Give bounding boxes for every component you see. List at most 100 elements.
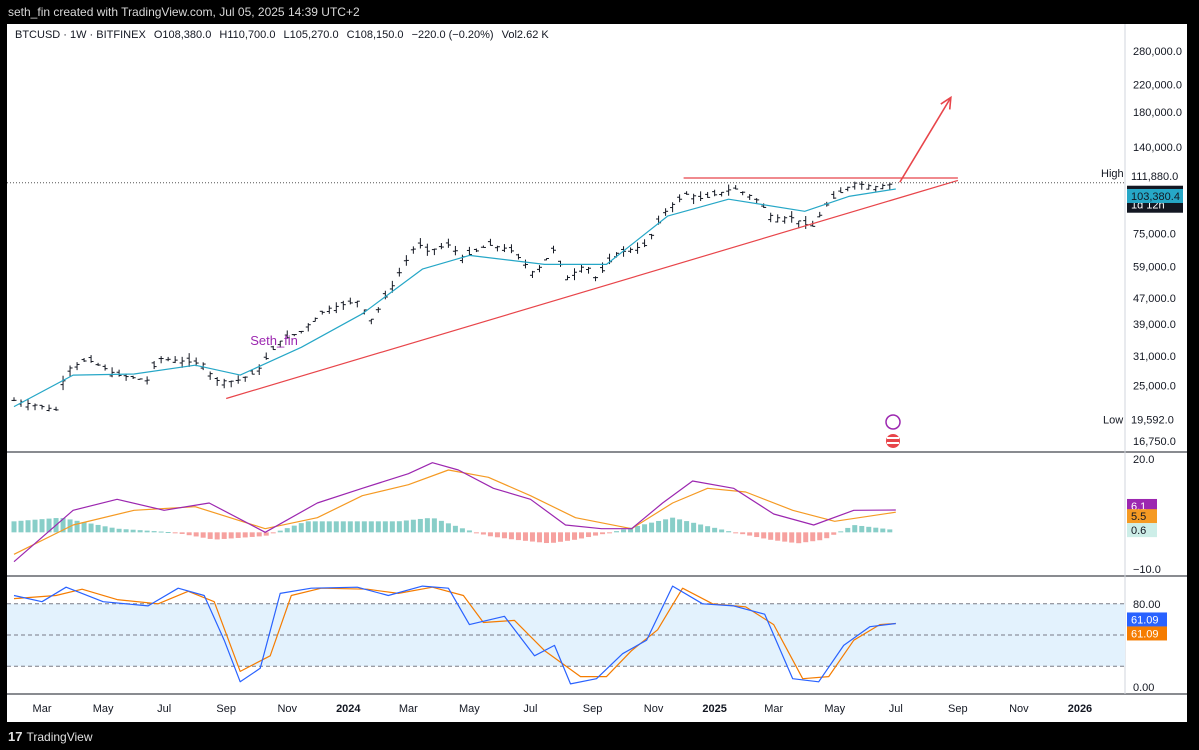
- ohlc-bar: [445, 238, 451, 248]
- ohlc-bar: [263, 352, 269, 360]
- ohlc-bar: [740, 191, 746, 196]
- ohlc-bar: [179, 356, 185, 368]
- macd-histogram-bar: [200, 532, 206, 538]
- ohlc-bar: [726, 184, 732, 196]
- macd-histogram-bar: [515, 532, 521, 541]
- macd-histogram-bar: [670, 517, 676, 533]
- ohlc-bar: [733, 185, 739, 190]
- ohlc-bar: [291, 334, 297, 337]
- price-tick-label: 25,000.0: [1133, 381, 1176, 393]
- macd-line: [13, 462, 896, 563]
- ohlc-bar: [628, 247, 634, 254]
- macd-histogram-bar: [698, 524, 704, 533]
- arrow-head: [940, 95, 952, 110]
- macd-histogram-bar: [214, 532, 220, 540]
- macd-histogram-bar: [74, 520, 80, 533]
- macd-histogram-bar: [817, 532, 823, 541]
- macd-histogram-bar: [754, 532, 760, 538]
- ohlc-bar: [151, 361, 157, 370]
- ohlc-bar: [235, 375, 241, 384]
- price-tick-label: 59,000.0: [1133, 262, 1176, 274]
- ohlc-bar: [859, 181, 865, 190]
- legend-open: O108,380.0: [153, 29, 212, 41]
- low-value-label: 19,592.0: [1131, 415, 1174, 427]
- ohlc-bar: [298, 330, 304, 334]
- macd-histogram-bar: [382, 521, 388, 533]
- macd-histogram-bar: [607, 532, 613, 534]
- ema-value-label-bg: [1127, 188, 1183, 203]
- price-tick-label: 39,000.0: [1133, 319, 1176, 331]
- macd-tick-label: 20.0: [1133, 454, 1154, 466]
- high-value-label: 111,880.0: [1131, 171, 1178, 183]
- flag-icon-stripe: [887, 437, 899, 439]
- macd-histogram-bar: [845, 527, 851, 533]
- ohlc-bar: [25, 398, 31, 411]
- macd-histogram-bar: [873, 527, 879, 533]
- macd-histogram-bar: [501, 532, 507, 539]
- macd-histogram-bar: [649, 522, 655, 533]
- ohlc-bar: [333, 302, 339, 314]
- macd-value-label: 0.6: [1131, 525, 1146, 537]
- macd-histogram-bar: [733, 532, 739, 534]
- arrow-shaft: [899, 97, 952, 183]
- macd-histogram-bar: [256, 532, 262, 537]
- footer-brand[interactable]: TradingView: [26, 730, 93, 744]
- ohlc-bar: [102, 364, 108, 371]
- ohlc-bar: [88, 355, 94, 363]
- ohlc-bar: [635, 242, 641, 254]
- macd-histogram-bar: [473, 532, 479, 534]
- ohlc-bar: [550, 245, 556, 254]
- ohlc-bar: [284, 330, 290, 339]
- chart-panel[interactable]: Seth_fin 280,000.0 220,000.0 180,000.0 140,0…: [7, 24, 1187, 722]
- macd-histogram-bar: [102, 526, 108, 533]
- ohlc-bar: [46, 404, 52, 412]
- time-tick-label: Mar: [399, 703, 418, 715]
- chart-svg[interactable]: Seth_fin 280,000.0 220,000.0 180,000.0 140,0…: [7, 24, 1187, 722]
- macd-histogram-bar: [642, 524, 648, 533]
- macd-histogram-bar: [593, 532, 599, 536]
- macd-histogram-bar: [305, 521, 311, 533]
- ohlc-bar: [508, 244, 514, 254]
- macd-histogram-bar: [151, 531, 157, 533]
- legend-symbol[interactable]: BTCUSD · 1W · BITFINEX: [15, 29, 146, 41]
- legend-high: H110,700.0: [219, 29, 276, 41]
- stoch-tick-label: 80.00: [1133, 599, 1161, 611]
- time-tick-label: Sep: [583, 703, 603, 715]
- macd-histogram-bar: [396, 521, 402, 533]
- macd-histogram-bar: [880, 528, 886, 533]
- ohlc-bar: [775, 214, 781, 223]
- macd-histogram-bar: [719, 529, 725, 533]
- macd-histogram-bar: [130, 529, 136, 533]
- stoch-tick-label: 0.00: [1133, 682, 1154, 694]
- ohlc-bar: [649, 233, 655, 240]
- legend-volume: Vol2.62 K: [501, 29, 549, 41]
- event-icon: [885, 414, 901, 430]
- macd-histogram-bar: [747, 532, 753, 536]
- ohlc-bar: [312, 317, 318, 322]
- macd-histogram-bar: [677, 519, 683, 533]
- macd-histogram-bar: [60, 518, 66, 533]
- ohlc-bar: [501, 244, 507, 253]
- ohlc-bar: [396, 267, 402, 277]
- macd-value-label: 5.5: [1131, 511, 1146, 523]
- macd-histogram-bar: [179, 532, 185, 534]
- macd-histogram-bar: [46, 518, 52, 533]
- ohlc-bar: [586, 266, 592, 274]
- ohlc-bar: [186, 353, 192, 367]
- ohlc-bar: [193, 357, 199, 367]
- stoch-value-label: 61.09: [1131, 628, 1159, 640]
- macd-histogram-bar: [326, 521, 332, 533]
- tradingview-logo-icon[interactable]: 17: [8, 729, 23, 744]
- time-tick-label: Jul: [523, 703, 537, 715]
- ohlc-bar: [137, 378, 143, 380]
- macd-histogram-bar: [417, 518, 423, 533]
- ohlc-bar: [130, 375, 136, 379]
- macd-histogram-bar: [123, 529, 129, 533]
- ohlc-bar: [473, 248, 479, 253]
- macd-histogram-bar: [319, 521, 325, 533]
- ohlc-bar: [747, 194, 753, 200]
- ohlc-bar: [144, 376, 150, 385]
- ohlc-bar: [873, 185, 879, 192]
- ohlc-bar: [572, 268, 578, 281]
- ohlc-bar: [712, 189, 718, 197]
